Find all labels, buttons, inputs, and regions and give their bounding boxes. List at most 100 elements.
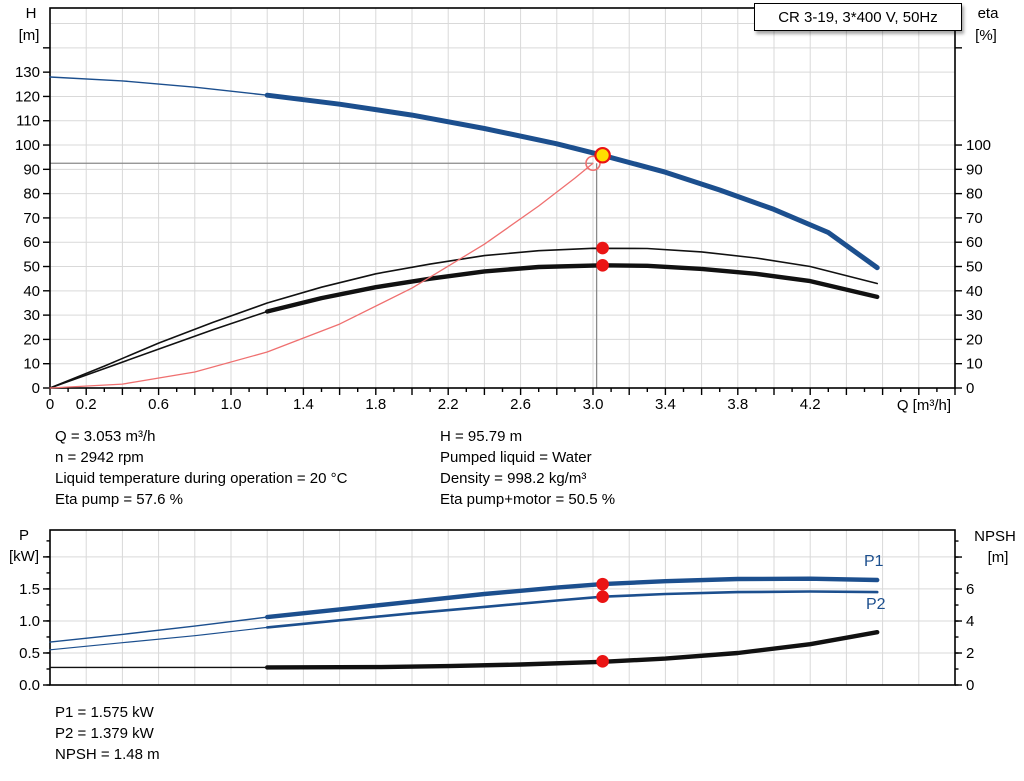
x-axis-tick-label: 0 bbox=[46, 396, 54, 413]
x-axis-tick-label: 1.8 bbox=[365, 396, 386, 413]
head-curve-thin bbox=[49, 76, 268, 96]
axis-title: NPSH bbox=[974, 528, 1016, 545]
p1-curve-label: P1 bbox=[864, 553, 884, 570]
y-right-tick-label: 80 bbox=[966, 186, 983, 203]
pump-title-label: CR 3-19, 3*400 V, 50Hz bbox=[778, 8, 938, 26]
y-left-tick-label: 0.5 bbox=[19, 645, 40, 662]
y-left-tick-label: 70 bbox=[23, 210, 40, 227]
x-axis-tick-label: 1.4 bbox=[293, 396, 314, 413]
duty-info-column-1: Q = 3.053 m³/h n = 2942 rpm Liquid tempe… bbox=[55, 426, 347, 510]
x-axis-tick-label: 2.6 bbox=[510, 396, 531, 413]
y-left-tick-label: 1.0 bbox=[19, 613, 40, 630]
eta-pump-motor-curve bbox=[265, 263, 880, 314]
x-axis-tick-label: 0.2 bbox=[76, 396, 97, 413]
axis-title: [kW] bbox=[9, 548, 39, 565]
duty-crosshair bbox=[50, 162, 598, 388]
y-right-tick-label: 10 bbox=[966, 356, 983, 373]
y-left-tick-label: 80 bbox=[23, 186, 40, 203]
result-npsh-text: NPSH = 1.48 m bbox=[55, 746, 160, 763]
axis-title: [m] bbox=[988, 549, 1009, 566]
y-left-tick-label: 120 bbox=[15, 88, 40, 105]
axis-ticks bbox=[43, 47, 962, 395]
duty-info-column-2: H = 95.79 m Pumped liquid = Water Densit… bbox=[440, 426, 615, 510]
y-right-tick-label: 100 bbox=[966, 137, 991, 154]
y-right-tick-label: 40 bbox=[966, 283, 983, 300]
plot-frame bbox=[49, 7, 956, 389]
y-left-tick-label: 30 bbox=[23, 307, 40, 324]
y-left-tick-label: 60 bbox=[23, 234, 40, 251]
x-axis-tick-label: 3.8 bbox=[727, 396, 748, 413]
plot-frame bbox=[49, 529, 956, 686]
y-left-tick-label: 100 bbox=[15, 137, 40, 154]
axis-title: Q [m³/h] bbox=[897, 397, 951, 414]
result-values-block: P1 = 1.575 kW P2 = 1.379 kW NPSH = 1.48 … bbox=[55, 702, 160, 765]
x-axis-tick-label: 4.2 bbox=[800, 396, 821, 413]
pump-title-box: CR 3-19, 3*400 V, 50Hz bbox=[754, 3, 962, 31]
y-right-tick-label: 0 bbox=[966, 380, 974, 397]
duty-temperature-text: Liquid temperature during operation = 20… bbox=[55, 470, 348, 487]
duty-eta-pump-motor-text: Eta pump+motor = 50.5 % bbox=[440, 491, 616, 508]
y-right-tick-label: 60 bbox=[966, 234, 983, 251]
result-p1-text: P1 = 1.575 kW bbox=[55, 704, 154, 721]
p2-curve-label: P2 bbox=[866, 596, 886, 613]
p1-point bbox=[596, 577, 609, 591]
duty-eta-pump-text: Eta pump = 57.6 % bbox=[55, 491, 183, 508]
axis-title: [%] bbox=[975, 27, 997, 44]
x-axis-tick-label: 0.6 bbox=[148, 396, 169, 413]
x-axis-tick-label: 3.4 bbox=[655, 396, 676, 413]
eta-pump-point bbox=[596, 241, 609, 255]
grid bbox=[50, 530, 955, 685]
p2-curve bbox=[265, 590, 879, 629]
y-right-tick-label: 4 bbox=[966, 613, 974, 630]
axis-ticks bbox=[43, 540, 962, 686]
eta-pump-motor-thin bbox=[49, 310, 269, 389]
eta-pump-curve bbox=[49, 247, 879, 389]
y-left-tick-label: 50 bbox=[23, 259, 40, 276]
x-axis-tick-label: 3.0 bbox=[583, 396, 604, 413]
y-left-tick-label: 110 bbox=[16, 113, 40, 130]
axis-tick-labels: 0 0.2 0.6 1.0 1.4 1.8 2.2 2.6 3.0 3.4 3.8 4.2 0 10 20 3… bbox=[15, 5, 999, 414]
y-left-tick-label: 130 bbox=[15, 64, 40, 81]
p1-curve-thin bbox=[49, 616, 268, 643]
axis-title: P bbox=[19, 527, 29, 544]
duty-speed-text: n = 2942 rpm bbox=[55, 449, 144, 466]
eta-pump-motor-point bbox=[596, 259, 609, 272]
p2-curve-thin bbox=[49, 626, 268, 651]
requested-duty-ring bbox=[585, 155, 601, 172]
y-left-tick-label: 10 bbox=[23, 356, 40, 373]
axis-title: [m] bbox=[19, 27, 40, 44]
axis-title: eta bbox=[978, 5, 1000, 22]
system-curve bbox=[49, 162, 594, 389]
y-right-tick-label: 2 bbox=[966, 645, 974, 662]
y-right-tick-label: 90 bbox=[966, 161, 983, 178]
y-left-tick-label: 1.5 bbox=[19, 581, 40, 598]
y-left-tick-label: 40 bbox=[23, 283, 40, 300]
x-axis-tick-label: 1.0 bbox=[221, 396, 242, 413]
y-left-tick-label: 0 bbox=[32, 380, 40, 397]
y-left-tick-label: 20 bbox=[23, 331, 40, 348]
duty-point bbox=[594, 146, 611, 164]
y-right-tick-label: 50 bbox=[966, 259, 983, 276]
grid bbox=[50, 8, 955, 388]
y-right-tick-label: 6 bbox=[966, 581, 974, 598]
duty-density-text: Density = 998.2 kg/m³ bbox=[440, 470, 587, 487]
duty-flow-text: Q = 3.053 m³/h bbox=[55, 428, 156, 445]
x-axis-tick-label: 2.2 bbox=[438, 396, 459, 413]
p2-point bbox=[596, 590, 609, 603]
axis-tick-labels: 0.0 0.5 1.0 1.5 0 2 4 6 P [kW] NPSH [m] bbox=[9, 527, 1016, 694]
duty-head-text: H = 95.79 m bbox=[440, 428, 523, 445]
npsh-curve bbox=[265, 630, 880, 670]
y-right-tick-label: 70 bbox=[966, 210, 983, 227]
npsh-point bbox=[596, 655, 609, 668]
y-right-tick-label: 30 bbox=[966, 307, 983, 324]
result-p2-text: P2 = 1.379 kW bbox=[55, 725, 154, 742]
p1-curve bbox=[265, 576, 880, 620]
axis-title: H bbox=[26, 5, 37, 22]
y-left-tick-label: 90 bbox=[23, 161, 40, 178]
duty-liquid-text: Pumped liquid = Water bbox=[440, 449, 592, 466]
y-left-tick-label: 0.0 bbox=[19, 677, 40, 694]
y-right-tick-label: 20 bbox=[966, 331, 983, 348]
y-right-tick-label: 0 bbox=[966, 677, 974, 694]
